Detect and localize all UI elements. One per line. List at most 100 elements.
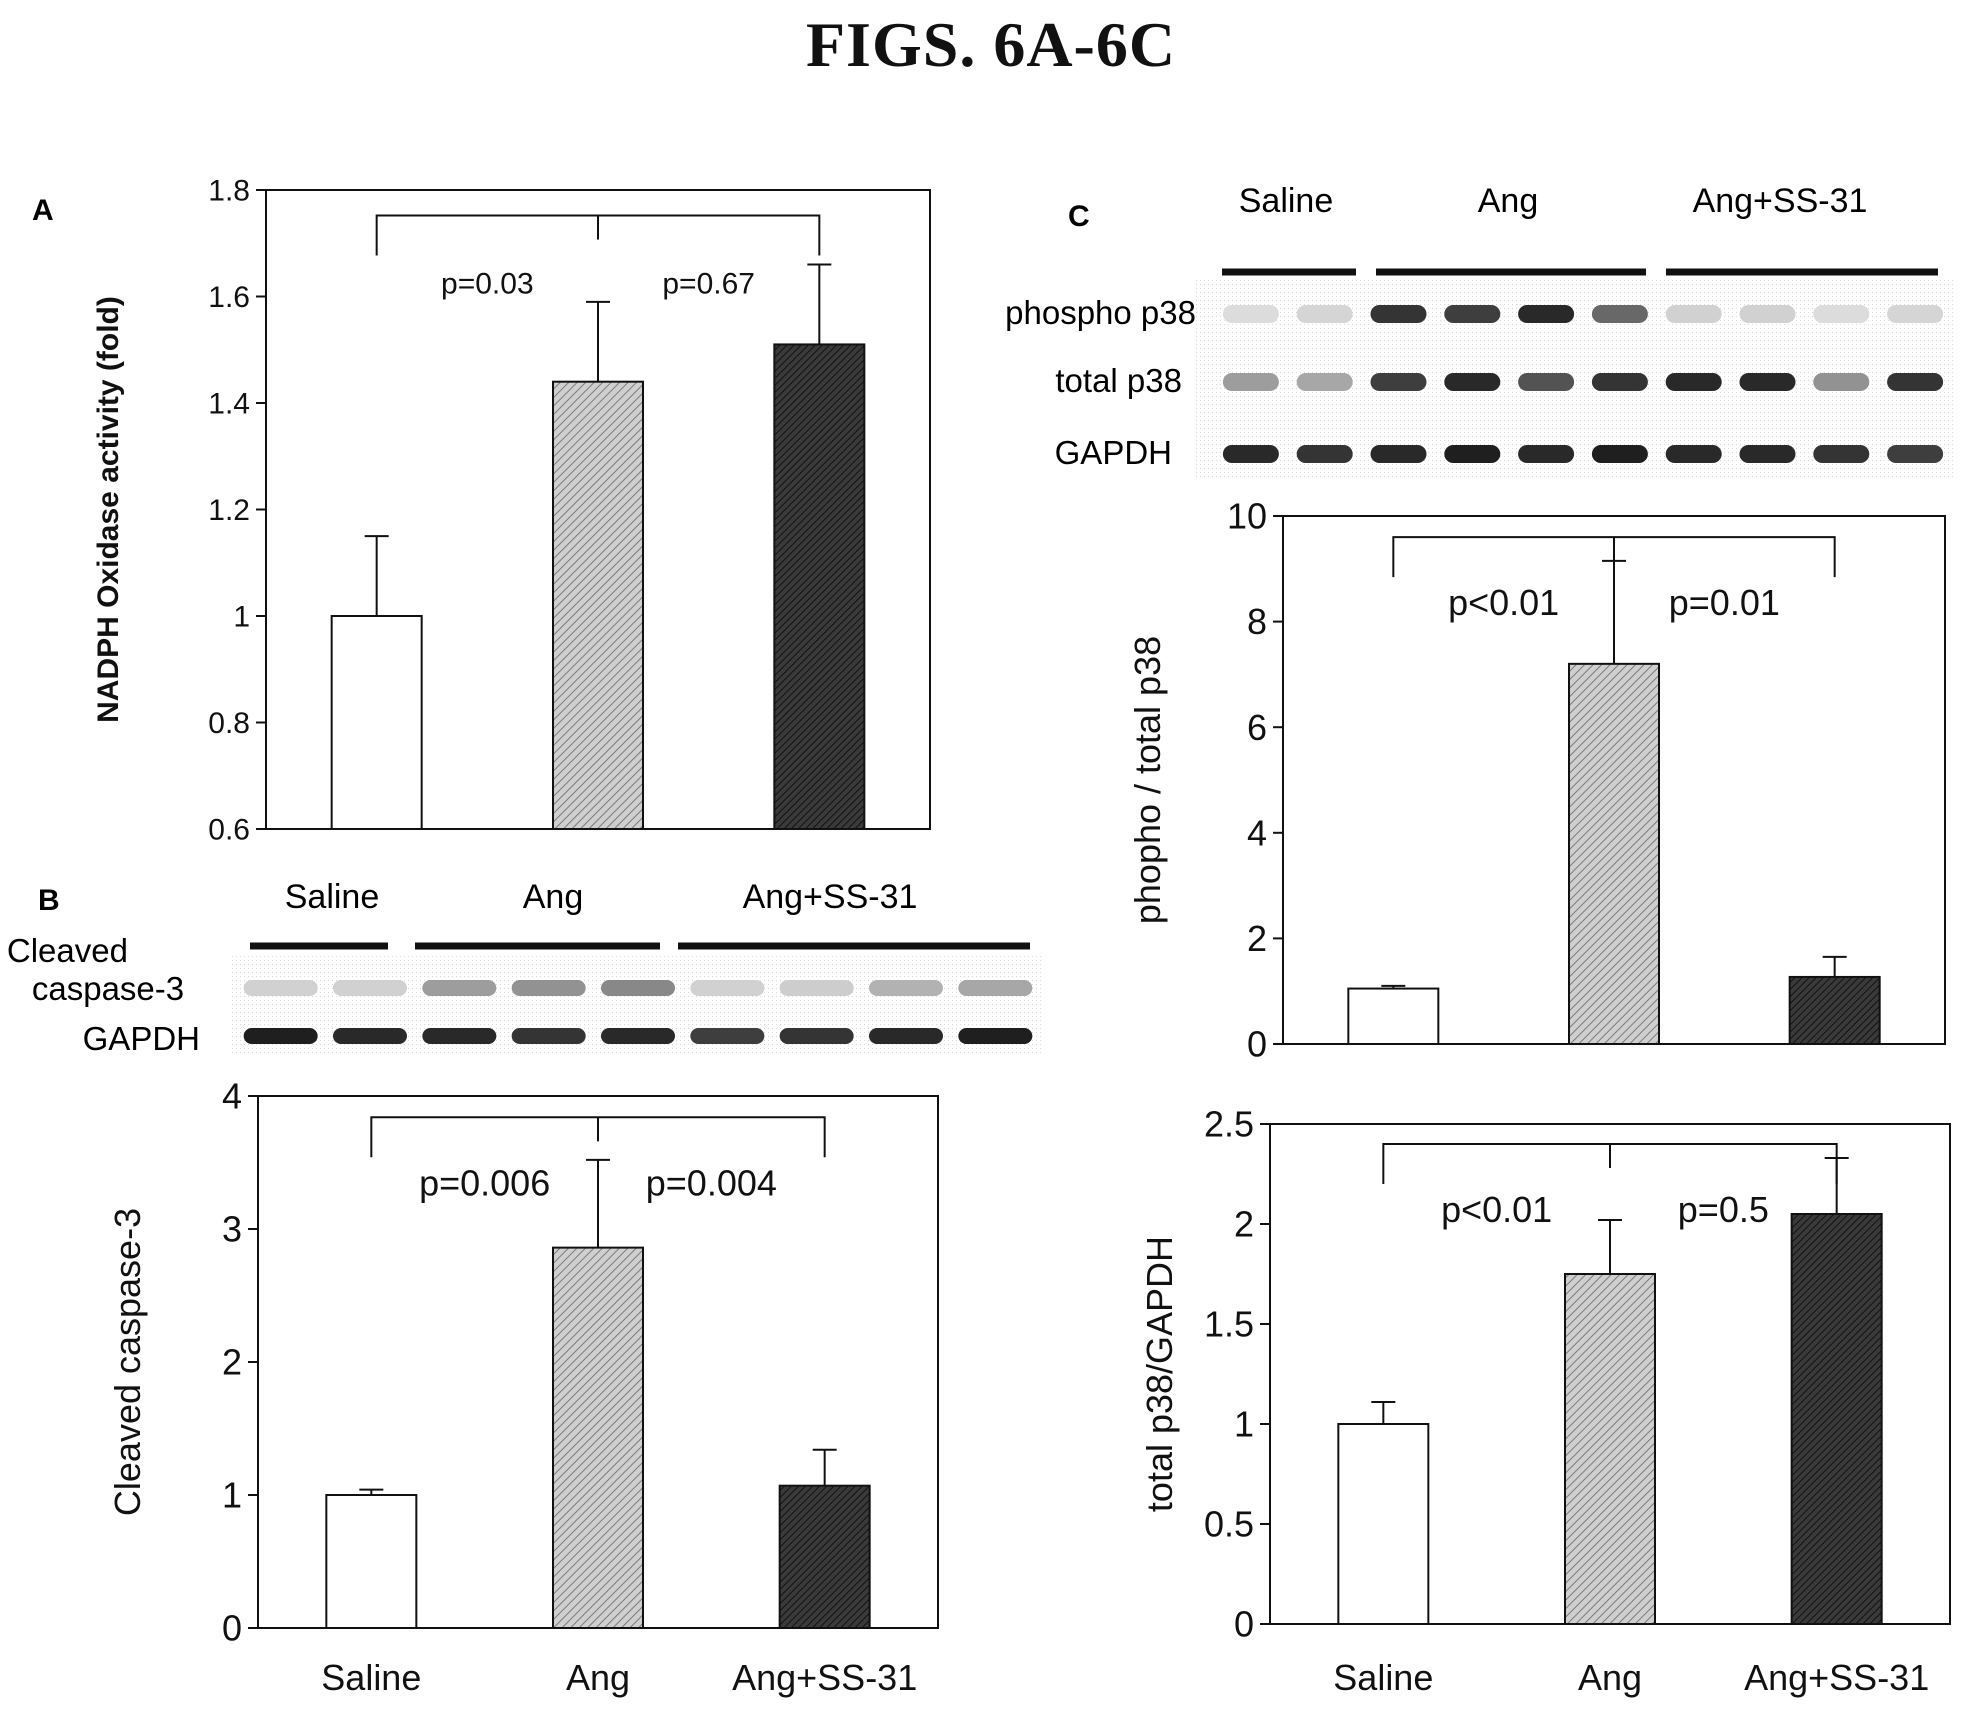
- y-tick-label: 8: [1247, 601, 1267, 642]
- blot-band: [1887, 445, 1944, 463]
- y-tick-label: 6: [1247, 707, 1267, 748]
- bar: [1568, 662, 1660, 1046]
- blot-band: [1739, 305, 1796, 323]
- blot-b-row-label-gapdh: GAPDH: [83, 1020, 200, 1057]
- panel-letter-c: C: [1068, 200, 1090, 233]
- blot-band: [1296, 305, 1353, 323]
- p-value-label: p=0.006: [419, 1162, 550, 1203]
- y-tick-label: 0: [1234, 1604, 1254, 1645]
- panel-letter-a: A: [32, 194, 54, 227]
- bar: [552, 1246, 644, 1629]
- p-value-label: p<0.01: [1448, 582, 1559, 623]
- bar: [552, 380, 644, 830]
- blot-c-group-saline: Saline: [1239, 182, 1334, 220]
- blot-band: [958, 980, 1033, 996]
- blot-band: [1591, 445, 1648, 463]
- y-tick-label: 0.6: [208, 814, 250, 847]
- figure-title: FIGS. 6A-6C: [805, 9, 1177, 80]
- bar: [330, 615, 423, 830]
- blot-band: [511, 980, 586, 996]
- blot-band: [1813, 373, 1870, 391]
- blot-band: [243, 1028, 318, 1044]
- blot-band: [779, 980, 854, 996]
- bar: [1347, 987, 1440, 1045]
- panel-letter-b: B: [38, 884, 60, 917]
- blot-c-group-ang-ss31: Ang+SS-31: [1693, 182, 1868, 220]
- y-tick-label: 0.5: [1204, 1504, 1254, 1545]
- blot-band: [601, 1028, 675, 1044]
- y-tick-label: 2: [1234, 1204, 1254, 1245]
- blot-band: [1444, 445, 1501, 463]
- blot-band: [1887, 373, 1944, 391]
- y-tick-label: 2.5: [1204, 1104, 1254, 1145]
- bar: [1564, 1273, 1656, 1625]
- blot-band: [1370, 445, 1427, 463]
- x-category-label: Ang+SS-31: [1744, 1657, 1929, 1698]
- blot-band: [690, 1028, 765, 1044]
- chart-c-phospho-ratio: 0 2 4 6 8 10 phopho / total p38 p<0.01 p=0.01: [1127, 496, 1946, 1065]
- bar: [325, 1494, 418, 1629]
- blot-band: [511, 1028, 586, 1044]
- y-tick-label: 2: [1247, 918, 1267, 959]
- blot-c-group-ang: Ang: [1478, 182, 1539, 220]
- blot-band: [1813, 305, 1870, 323]
- p-value-label: p=0.67: [662, 268, 755, 301]
- blot-band: [1518, 373, 1575, 391]
- y-tick-label: 4: [1247, 812, 1267, 853]
- blot-c-row-label-total: total p38: [1055, 362, 1182, 399]
- y-tick-label: 0: [222, 1608, 242, 1649]
- blot-b-group-ang: Ang: [523, 878, 584, 916]
- y-tick-label: 1: [222, 1475, 242, 1516]
- y-axis-label: NADPH Oxidase activity (fold): [92, 296, 125, 723]
- y-tick-label: 1.5: [1204, 1304, 1254, 1345]
- p-value-label: p=0.03: [441, 268, 534, 301]
- x-category-label: Ang: [1578, 1657, 1642, 1698]
- y-tick-label: 1: [1234, 1404, 1254, 1445]
- blot-b: Saline Ang Ang+SS-31 Cleaved caspase-3 G…: [7, 878, 1044, 1057]
- blot-band: [690, 980, 765, 996]
- chart-b-cleaved-caspase: 0 1 2 3 4 Cleaved caspase-3 Saline Ang Ang+SS-31…: [107, 1076, 939, 1698]
- blot-band: [1222, 373, 1279, 391]
- blot-b-group-ang-ss31: Ang+SS-31: [743, 878, 918, 916]
- blot-b-bands: [243, 980, 1033, 1044]
- blot-band: [1665, 373, 1722, 391]
- y-axis-label: total p38/GAPDH: [1139, 1236, 1180, 1512]
- blot-band: [1444, 373, 1501, 391]
- bar: [1790, 1213, 1883, 1625]
- blot-band: [601, 980, 675, 996]
- blot-band: [1444, 305, 1501, 323]
- blot-band: [243, 980, 318, 996]
- blot-c-row-label-gapdh: GAPDH: [1055, 434, 1172, 471]
- blot-band: [1370, 305, 1427, 323]
- blot-b-group-saline: Saline: [285, 878, 380, 916]
- y-tick-label: 0.8: [208, 707, 250, 740]
- blot-band: [869, 1028, 943, 1044]
- bar: [1337, 1423, 1430, 1625]
- p-value-label: p=0.01: [1669, 582, 1780, 623]
- x-category-label: Ang+SS-31: [732, 1657, 917, 1698]
- y-axis-label: Cleaved caspase-3: [107, 1208, 148, 1516]
- chart-a-nadph-oxidase: 0.6 0.8 1 1.2 1.4 1.6 1.8 NADPH Oxidase activit…: [92, 175, 931, 847]
- blot-band: [1665, 305, 1722, 323]
- blot-band: [869, 980, 943, 996]
- blot-band: [1591, 373, 1648, 391]
- y-tick-label: 3: [222, 1209, 242, 1250]
- y-tick-label: 1: [233, 601, 250, 634]
- y-tick-label: 10: [1227, 496, 1267, 537]
- p-value-label: p=0.004: [646, 1162, 777, 1203]
- x-category-label: Ang: [566, 1657, 630, 1698]
- y-tick-label: 0: [1247, 1024, 1267, 1065]
- blot-band: [1591, 305, 1648, 323]
- blot-band: [1739, 445, 1796, 463]
- blot-band: [333, 980, 407, 996]
- blot-band: [779, 1028, 854, 1044]
- blot-band: [1296, 373, 1353, 391]
- x-category-label: Saline: [1333, 1657, 1433, 1698]
- blot-band: [1518, 445, 1575, 463]
- blot-b-row-label-line: caspase-3: [32, 970, 184, 1007]
- blot-c-bands: [1222, 305, 1944, 463]
- blot-band: [422, 980, 497, 996]
- y-tick-label: 1.6: [208, 281, 250, 314]
- p-value-label: p=0.5: [1678, 1189, 1769, 1230]
- blot-band: [1370, 373, 1427, 391]
